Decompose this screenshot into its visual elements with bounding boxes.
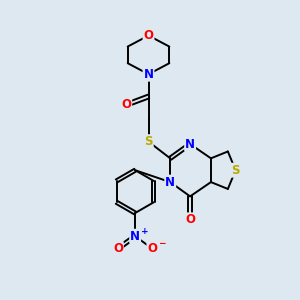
Text: −: − <box>158 239 166 248</box>
Text: O: O <box>121 98 131 111</box>
Text: O: O <box>143 29 154 42</box>
Text: O: O <box>113 242 123 255</box>
Text: N: N <box>143 68 154 81</box>
Text: S: S <box>144 135 153 148</box>
Text: N: N <box>130 230 140 243</box>
Text: N: N <box>185 138 195 151</box>
Text: O: O <box>147 242 158 255</box>
Text: S: S <box>231 164 240 177</box>
Text: O: O <box>185 213 195 226</box>
Text: +: + <box>141 226 149 236</box>
Text: N: N <box>165 176 175 189</box>
